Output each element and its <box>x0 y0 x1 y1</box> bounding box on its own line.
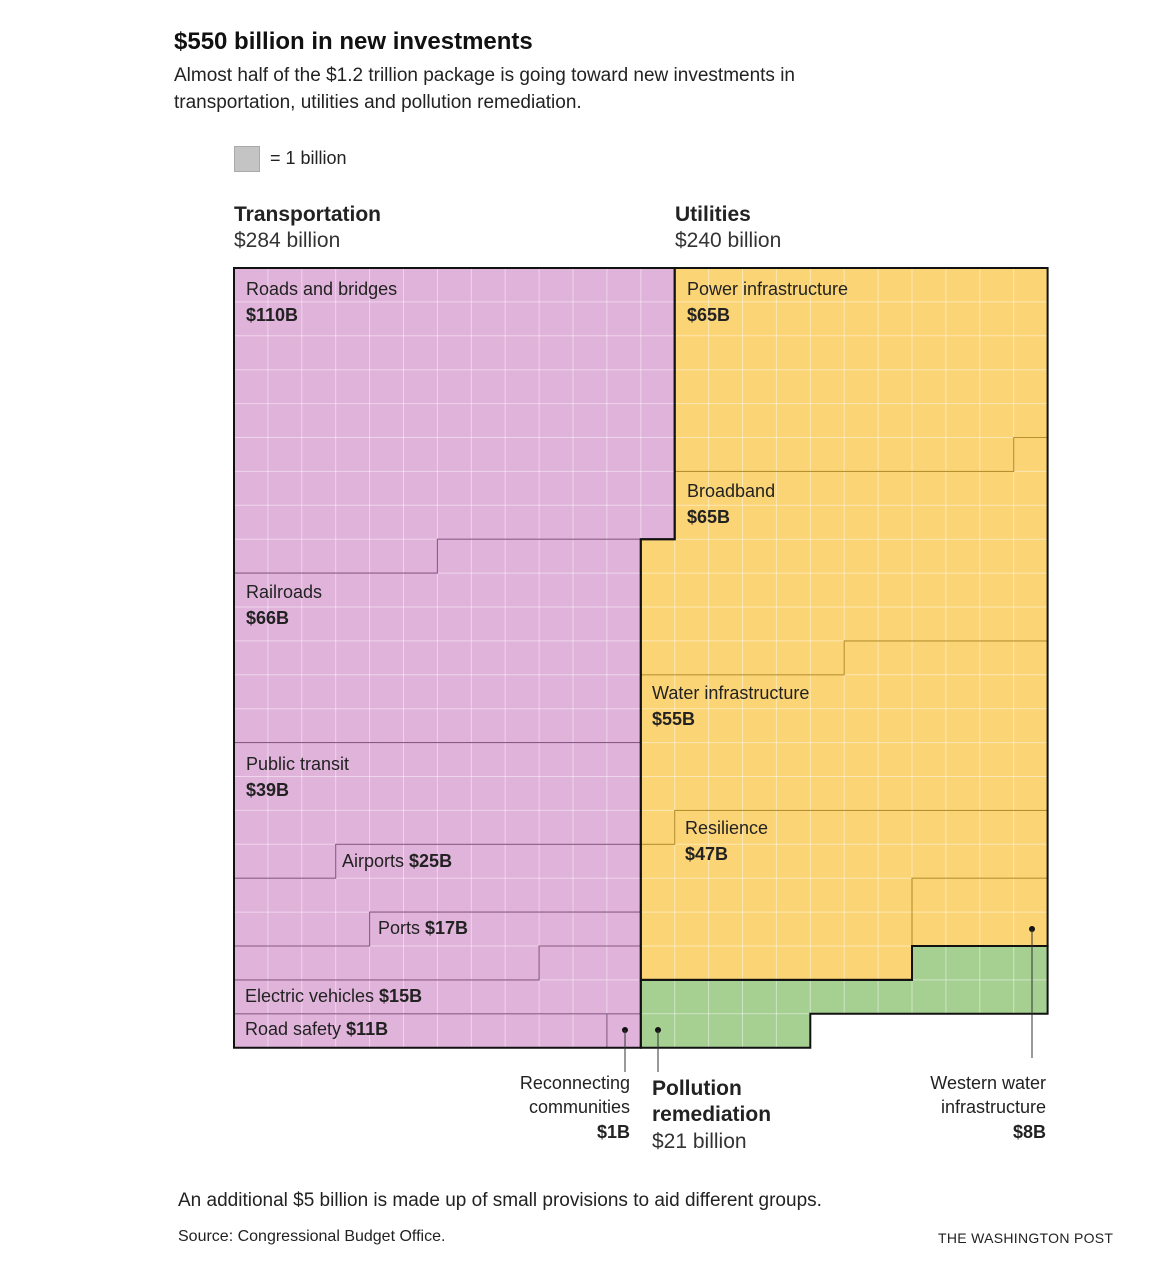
legend-square <box>234 146 260 172</box>
legend-label: = 1 billion <box>270 148 347 168</box>
source-line: Source: Congressional Budget Office. <box>178 1228 446 1245</box>
transportation-region <box>234 268 675 1048</box>
boundary-roads-railroads <box>234 538 641 574</box>
transportation-header: Transportation $284 billion <box>234 202 381 254</box>
railroads-label: Railroads <box>246 582 322 602</box>
resilience-value: $47B <box>685 844 728 864</box>
roads-bridges-label: Roads and bridges <box>246 279 397 299</box>
pollution-name-line2: remediation <box>652 1103 771 1126</box>
western-water-line2: infrastructure <box>941 1097 1046 1117</box>
western-water-value: $8B <box>1013 1122 1046 1142</box>
transportation-name: Transportation <box>234 203 382 226</box>
broadband-value: $65B <box>687 507 730 527</box>
power-infrastructure-value: $65B <box>687 305 730 325</box>
boundary-water-resilience <box>640 809 1048 845</box>
public-transit-label: Public transit <box>246 754 349 774</box>
ports-label: Ports $17B <box>378 918 468 938</box>
power-infrastructure-label: Power infrastructure <box>687 279 848 299</box>
reconnecting-value: $1B <box>597 1122 630 1142</box>
water-infrastructure-label: Water infrastructure <box>652 683 809 703</box>
credit-line: THE WASHINGTON POST <box>938 1230 1114 1246</box>
resilience-label: Resilience <box>685 818 768 838</box>
western-water-line1: Western water <box>930 1073 1046 1093</box>
utilities-header: Utilities $240 billion <box>675 202 781 254</box>
pollution-amount: $21 billion <box>652 1130 747 1153</box>
boundary-ports-ev <box>234 945 641 981</box>
reconnecting-line1: Reconnecting <box>520 1073 630 1093</box>
utilities-name: Utilities <box>675 203 751 226</box>
utilities-region <box>640 268 1048 980</box>
pollution-name-line1: Pollution <box>652 1077 742 1100</box>
airports-label: Airports $25B <box>342 851 452 871</box>
boundary-resilience-western <box>911 877 1048 946</box>
chart-title: $550 billion in new investments <box>174 28 533 55</box>
road-safety-label: Road safety $11B <box>245 1019 388 1039</box>
pollution-region <box>640 946 1048 1048</box>
water-infrastructure-value: $55B <box>652 709 695 729</box>
electric-vehicles-label: Electric vehicles $15B <box>245 986 422 1006</box>
utilities-amount: $240 billion <box>675 229 782 252</box>
boundary-power-broadband <box>674 436 1048 472</box>
railroads-value: $66B <box>246 608 289 628</box>
footnote: An additional $5 billion is made up of s… <box>178 1190 822 1211</box>
chart-subtitle: Almost half of the $1.2 trillion package… <box>174 65 795 113</box>
boundary-transit-airports <box>234 843 641 879</box>
boundary-airports-ports <box>234 911 641 947</box>
pollution-outline <box>639 945 1049 1049</box>
broadband-label: Broadband <box>687 481 775 501</box>
boundary-broadband-water <box>640 640 1048 676</box>
roads-bridges-value: $110B <box>246 305 298 325</box>
public-transit-value: $39B <box>246 780 289 800</box>
reconnecting-line2: communities <box>529 1097 630 1117</box>
transportation-amount: $284 billion <box>234 229 341 252</box>
